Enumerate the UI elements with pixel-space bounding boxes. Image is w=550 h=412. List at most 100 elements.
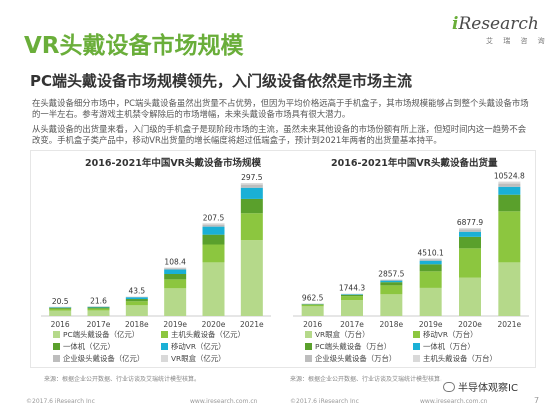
chart-0-total-label-2019e: 108.4 [164,258,186,267]
chart-1-legend-item: 主机头戴设备（万台） [413,353,497,364]
legend-swatch [305,355,312,362]
chart-0-category-label-2017e: 2017e [87,320,111,329]
logo-brand: iResearch [452,14,539,34]
chart-1-category-label-2020e: 2020e [458,320,482,329]
chart-1-bar-2016-seg-2 [301,304,324,305]
legend-swatch [161,331,168,338]
iresearch-logo: iResearch 艾 瑞 咨 询 [452,4,546,50]
chart-1-bar-2020e-seg-3 [459,231,481,237]
chart-title-market-size: 2016-2021年中国VR头戴设备市场规模 [85,158,261,169]
legend-label: VR眼盒（万台） [315,330,370,339]
chart-0-bar-2020e-seg-2 [202,234,225,245]
chart-1-total-label-2018e: 2857.5 [378,270,404,279]
legend-label: 一体机（万台） [423,342,475,351]
chart-0-bar-2019e-seg-1 [164,279,187,289]
legend-swatch [305,343,312,350]
chart-0-bar-2021e-seg-3 [240,187,263,199]
charts-panel: 2016-2021年中国VR头戴设备市场规模 2016-2021年中国VR头戴设… [30,150,536,368]
paragraph-1: 在头戴设备细分市场中，PC端头戴设备虽然出货量不占优势，但因为平均价格远高于手机… [32,98,529,120]
chart-1-category-label-2016: 2016 [303,320,322,329]
chart-0-bar-2018e-seg-1 [125,301,148,306]
chart-0-bar-2016-seg-3 [49,307,72,308]
legend-swatch [53,355,60,362]
chart-0-total-label-2016: 20.5 [52,297,69,306]
chart-0-bar-2018e-seg-3 [125,297,148,300]
legend-label: VR眼盒（亿元） [171,354,226,363]
chart-1-bar-2019e-seg-4 [419,259,442,261]
chart-1-total-label-2021e: 10524.8 [494,172,525,181]
chart-0-bar-2016-seg-0 [49,310,72,316]
chart-0-legend-item: 一体机（亿元） [53,341,115,352]
legend-label: 一体机（亿元） [63,342,115,351]
chart-0-total-label-2018e: 43.5 [128,287,145,296]
legend-swatch [413,355,420,362]
chart-1-bar-2016-seg-0 [301,306,324,316]
chart-1-bar-2020e-seg-1 [459,248,481,278]
chart-1-category-label-2019e: 2019e [419,320,443,329]
chart-0-category-label-2018e: 2018e [125,320,149,329]
legend-swatch [53,331,60,338]
chart-0-category-label-2020e: 2020e [202,320,226,329]
chart-1-total-label-2020e: 6877.9 [457,218,483,227]
chart-1-bar-2017e-seg-3 [341,294,363,295]
chart-1-bar-2017e-seg-2 [341,294,363,297]
wechat-icon [443,382,455,392]
chart-1-legend-item: 企业级头戴设备（万台） [305,353,396,364]
chart-0-legend-item: 主机头戴设备（亿元） [161,329,245,340]
chart-1-category-label-2021e: 2021e [497,320,521,329]
chart-0-bar-2018e-seg-0 [125,305,148,316]
chart-0-bar-2020e-seg-3 [202,226,225,235]
chart-1-legend-item: PC端头戴设备（万台） [305,341,391,352]
chart-0-legend-item: VR眼盒（亿元） [161,353,226,364]
chart-0-bar-2019e-seg-2 [164,273,187,280]
legend-label: 主机头戴设备（万台） [423,354,497,363]
legend-label: 移动VR（万台） [423,330,478,339]
paragraph-2: 从头戴设备的出货量来看，入门级的手机盒子是现阶段市场的主流，虽然未来其他设备的市… [32,124,527,146]
source-note-right: 来源：根据企业公开数据、行业访谈及艾瑞统计模型核算。 [290,376,447,383]
chart-title-shipments: 2016-2021年中国VR头戴设备出货量 [331,158,498,169]
chart-1-legend-item: 移动VR（万台） [413,329,478,340]
chart-0-total-label-2020e: 207.5 [203,213,225,222]
legend-swatch [413,343,420,350]
chart-1-legend-item: VR眼盒（万台） [305,329,370,340]
chart-1-total-label-2016: 962.5 [302,294,324,303]
charts-canvas: 20.5 2016 21.6 2017e 43.5 2018e 108.4 2019e 207.… [41,172,529,329]
chart-1-bar-2021e-seg-2 [498,194,521,212]
chart-1-category-label-2017e: 2017e [340,320,364,329]
legend-label: PC端头戴设备（亿元） [63,330,140,339]
chart-0-bar-2020e-seg-4 [202,224,225,227]
chart-0-bar-2016-seg-1 [49,308,72,311]
chart-1-bar-2018e-seg-2 [380,282,403,286]
chart-0-total-label-2017e: 21.6 [90,296,107,305]
chart-1-total-label-2017e: 1744.3 [339,284,365,293]
chart-0-bar-2018e-seg-2 [125,299,148,302]
logo-subtext: 艾 瑞 咨 询 [486,37,549,45]
legend-label: 移动VR（亿元） [171,342,226,351]
chart-1-category-label-2018e: 2018e [379,320,403,329]
chart-0-bar-2019e-seg-3 [164,269,187,274]
chart-1-bar-2020e-seg-5 [459,228,481,230]
chart-1-bar-2019e-seg-1 [419,271,442,288]
legend-swatch [413,331,420,338]
slide-title: VR头戴设备市场规模 [24,33,244,59]
chart-1-bar-2020e-seg-0 [459,277,481,316]
chart-0-bar-2021e-seg-0 [240,240,263,316]
chart-0-bar-2021e-seg-2 [240,198,263,214]
chart-1-bar-2021e-seg-5 [498,181,521,184]
page-number: 7 [534,396,540,405]
chart-0-total-label-2021e: 297.5 [241,173,263,182]
chart-0-legend-item: 企业级头戴设备（亿元） [53,353,144,364]
legend-swatch [161,355,168,362]
chart-1-bar-2018e-seg-1 [380,285,403,295]
chart-0-bar-2021e-seg-4 [240,184,263,188]
footer-copyright-left: ©2017.6 iResearch Inc [26,398,95,405]
chart-0-bar-2021e-seg-1 [240,213,263,241]
footer: ©2017.6 iResearch Inc www.iresearch.com.… [0,392,550,412]
source-note-left: 来源：根据企业公开数据、行业访谈及艾瑞统计模型核算。 [44,376,201,383]
chart-1-bar-2019e-seg-0 [419,287,442,316]
chart-0-bar-2017e-seg-1 [87,308,110,311]
chart-1-bar-2018e-seg-4 [380,279,403,281]
chart-0-bar-2016-seg-2 [49,307,72,309]
chart-0-bar-2019e-seg-0 [164,288,187,316]
watermark: 半导体观察IC [440,378,521,395]
